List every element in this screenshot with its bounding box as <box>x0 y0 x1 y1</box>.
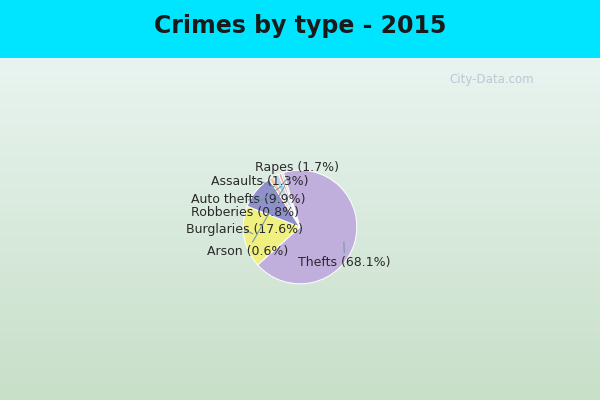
Text: Arson (0.6%): Arson (0.6%) <box>206 186 288 258</box>
Wedge shape <box>269 177 300 227</box>
Text: Burglaries (17.6%): Burglaries (17.6%) <box>186 223 303 236</box>
Wedge shape <box>257 170 357 284</box>
Wedge shape <box>278 173 300 227</box>
Text: City-Data.com: City-Data.com <box>449 74 535 86</box>
Text: Thefts (68.1%): Thefts (68.1%) <box>298 242 391 269</box>
Text: Auto thefts (9.9%): Auto thefts (9.9%) <box>191 194 306 206</box>
Text: Crimes by type - 2015: Crimes by type - 2015 <box>154 14 446 38</box>
Wedge shape <box>247 179 300 227</box>
Wedge shape <box>273 174 300 227</box>
Wedge shape <box>243 206 300 265</box>
Text: Rapes (1.7%): Rapes (1.7%) <box>255 161 339 184</box>
Text: Robberies (0.8%): Robberies (0.8%) <box>191 186 299 219</box>
Text: Assaults (1.3%): Assaults (1.3%) <box>211 174 308 188</box>
Wedge shape <box>281 173 300 227</box>
